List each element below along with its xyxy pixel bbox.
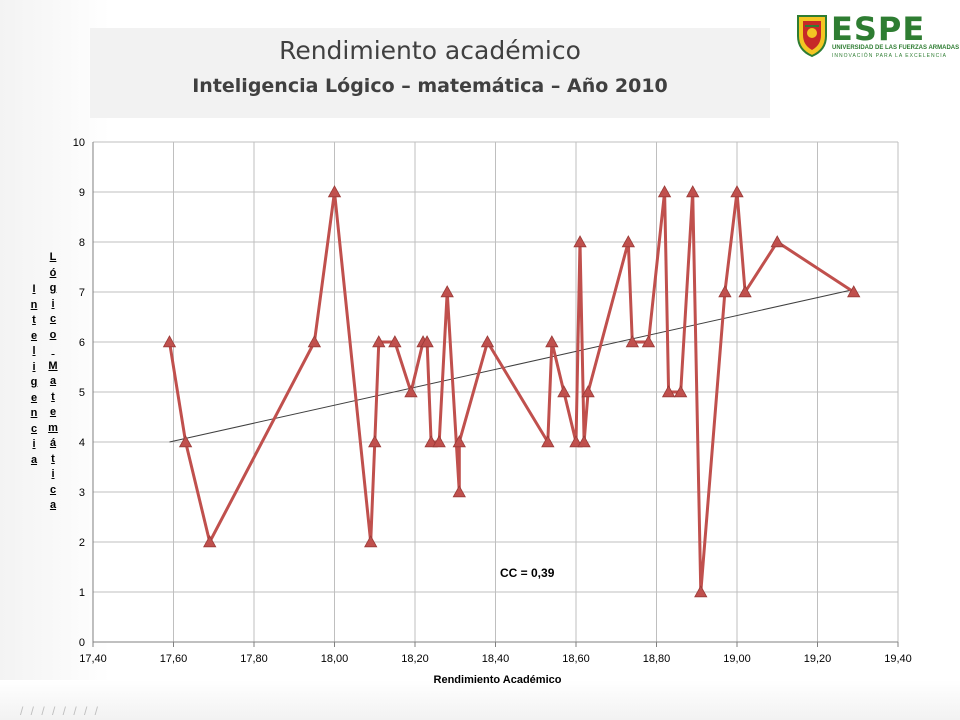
data-point-marker (730, 185, 744, 198)
x-tick-label: 18,80 (643, 653, 671, 665)
y-tick-label: 1 (79, 587, 85, 599)
data-point-marker (327, 185, 342, 198)
data-point-marker (480, 335, 495, 348)
data-point-marker (657, 185, 672, 198)
x-tick-label: 17,40 (79, 653, 107, 665)
y-tick-label: 10 (73, 137, 85, 149)
y-tick-label: 8 (79, 237, 85, 249)
logo-text: ESPE (831, 10, 926, 48)
data-point-marker (404, 385, 418, 398)
data-point-marker (738, 285, 752, 298)
slide-background-left (0, 0, 110, 720)
data-point-marker (541, 435, 555, 448)
data-point-marker (625, 335, 640, 348)
data-point-marker (694, 585, 708, 598)
data-point-marker (577, 435, 591, 448)
decorative-strokes: / / / / / / / / (20, 704, 101, 718)
y-tick-label: 5 (79, 387, 85, 399)
data-point-marker (364, 535, 378, 548)
data-point-marker (847, 285, 861, 298)
correlation-annotation: CC = 0,39 (500, 566, 555, 580)
y-tick-label: 9 (79, 187, 85, 199)
data-point-marker (661, 385, 676, 398)
data-point-marker (162, 335, 177, 348)
slide-subtitle: Inteligencia Lógico – matemática – Año 2… (192, 75, 668, 97)
trendline (169, 289, 854, 443)
y-tick-label: 3 (79, 487, 85, 499)
data-point-marker (641, 335, 656, 348)
y-tick-label: 2 (79, 537, 85, 549)
x-tick-label: 18,60 (562, 653, 590, 665)
data-point-marker (368, 435, 382, 448)
data-point-marker (203, 535, 217, 548)
data-point-marker (452, 485, 466, 498)
series-line (168, 191, 855, 593)
y-tick-label: 4 (79, 437, 85, 449)
x-tick-label: 19,00 (723, 653, 751, 665)
data-point-marker (770, 235, 784, 248)
y-tick-label: 0 (79, 637, 85, 649)
y-tick-label: 7 (79, 287, 85, 299)
x-tick-label: 18,00 (321, 653, 349, 665)
x-tick-label: 19,20 (804, 653, 832, 665)
data-point-marker (573, 235, 587, 248)
data-point-marker (569, 435, 583, 448)
data-point-marker (178, 435, 193, 448)
x-tick-label: 18,20 (401, 653, 429, 665)
logo-tagline: INNOVACIÓN PARA LA EXCELENCIA (832, 53, 947, 59)
data-point-marker (420, 335, 434, 348)
x-tick-label: 19,40 (884, 653, 912, 665)
x-axis-label: Rendimiento Académico (433, 674, 562, 686)
y-tick-label: 6 (79, 337, 85, 349)
slide-background-bottom (0, 680, 960, 720)
data-point-marker (424, 435, 438, 448)
data-point-marker (452, 435, 466, 448)
data-point-marker (388, 335, 402, 348)
data-point-marker (621, 235, 636, 248)
espe-crest-icon (797, 15, 827, 58)
data-point-marker (673, 385, 688, 398)
data-point-marker (307, 335, 322, 348)
x-tick-label: 18,40 (482, 653, 510, 665)
data-point-marker (581, 385, 595, 398)
x-tick-label: 17,60 (160, 653, 188, 665)
x-tick-label: 17,80 (240, 653, 268, 665)
data-point-marker (545, 335, 559, 348)
data-point-marker (686, 185, 700, 198)
data-point-marker (557, 385, 571, 398)
data-point-marker (432, 435, 446, 448)
slide-title: Rendimiento académico (279, 36, 581, 65)
data-point-marker (372, 335, 386, 348)
logo-subtitle: UNIVERSIDAD DE LAS FUERZAS ARMADAS (832, 45, 960, 51)
data-point-marker (440, 285, 454, 298)
espe-logo: ESPE UNIVERSIDAD DE LAS FUERZAS ARMADAS … (795, 10, 959, 62)
title-box: Rendimiento académico Inteligencia Lógic… (90, 28, 770, 118)
data-point-marker (718, 285, 732, 298)
